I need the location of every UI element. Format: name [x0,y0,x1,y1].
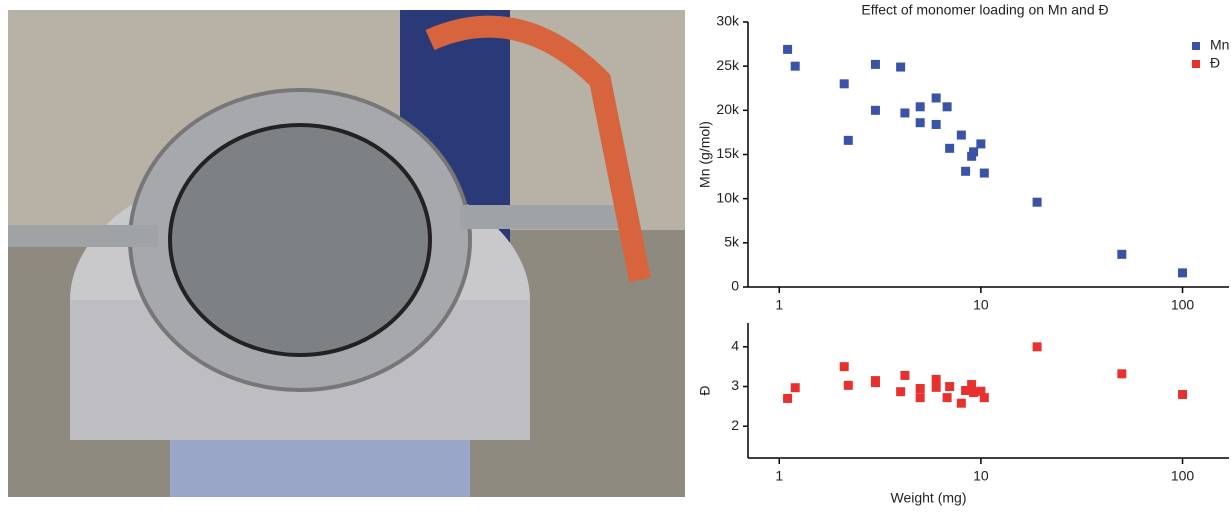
photo-hose [425,15,651,283]
x-tick-label: 100 [1171,468,1195,484]
point [900,370,910,380]
point [870,59,880,69]
point [931,93,941,103]
point [961,166,971,176]
legend-label: Mn [1210,37,1229,53]
y-tick-label: 15k [716,145,740,161]
point [1178,389,1188,399]
y-tick-label: 20k [716,101,740,117]
point [915,384,925,394]
point [1178,268,1188,278]
point [839,362,849,372]
photo-fitting [460,205,630,229]
point [783,44,793,54]
y-tick-label: 2 [731,417,739,433]
y-axis-label: Đ [697,385,713,395]
y-tick-label: 30k [716,13,740,29]
point [976,386,986,396]
y-axis-label: Mn (g/mol) [697,121,713,188]
y-tick-label: 0 [731,278,739,294]
point [942,393,952,403]
point [979,168,989,178]
y-tick-label: 5k [724,234,740,250]
point [915,102,925,112]
x-tick-label: 1 [775,297,783,313]
point [956,398,966,408]
y-tick-label: 3 [731,377,739,393]
point [931,374,941,384]
point [870,378,880,388]
point [945,382,955,392]
point [915,118,925,128]
point [843,135,853,145]
point [900,108,910,118]
point [1032,197,1042,207]
point [839,79,849,89]
x-axis-label: Weight (mg) [891,490,967,506]
point [976,139,986,149]
point [967,380,977,390]
photo-vessel [168,123,432,357]
point [870,105,880,115]
point [1117,369,1127,379]
point [979,393,989,403]
x-tick-label: 10 [973,297,989,313]
x-tick-label: 100 [1171,297,1195,313]
point [956,130,966,140]
point [961,386,971,395]
x-tick-label: 1 [775,468,783,484]
point [931,382,941,392]
point [1032,342,1042,352]
photo [8,10,685,497]
y-tick-label: 10k [716,189,740,205]
point [969,387,979,397]
point [896,62,906,72]
legend-label: Đ [1210,55,1220,71]
point [790,383,800,393]
point [942,102,952,112]
point [931,119,941,129]
point [896,387,906,397]
point [945,143,955,153]
x-tick-label: 10 [973,468,989,484]
point [783,393,793,403]
point [1117,249,1127,259]
y-tick-label: 25k [716,57,740,73]
point [843,380,853,390]
point [969,147,979,157]
legend-swatch [1192,60,1200,68]
point [790,61,800,71]
chart-title: Effect of monomer loading on Mn and Đ [861,2,1108,18]
point [915,393,925,403]
photo-fitting [8,225,158,247]
legend-swatch [1192,42,1200,50]
y-tick-label: 4 [731,338,739,354]
